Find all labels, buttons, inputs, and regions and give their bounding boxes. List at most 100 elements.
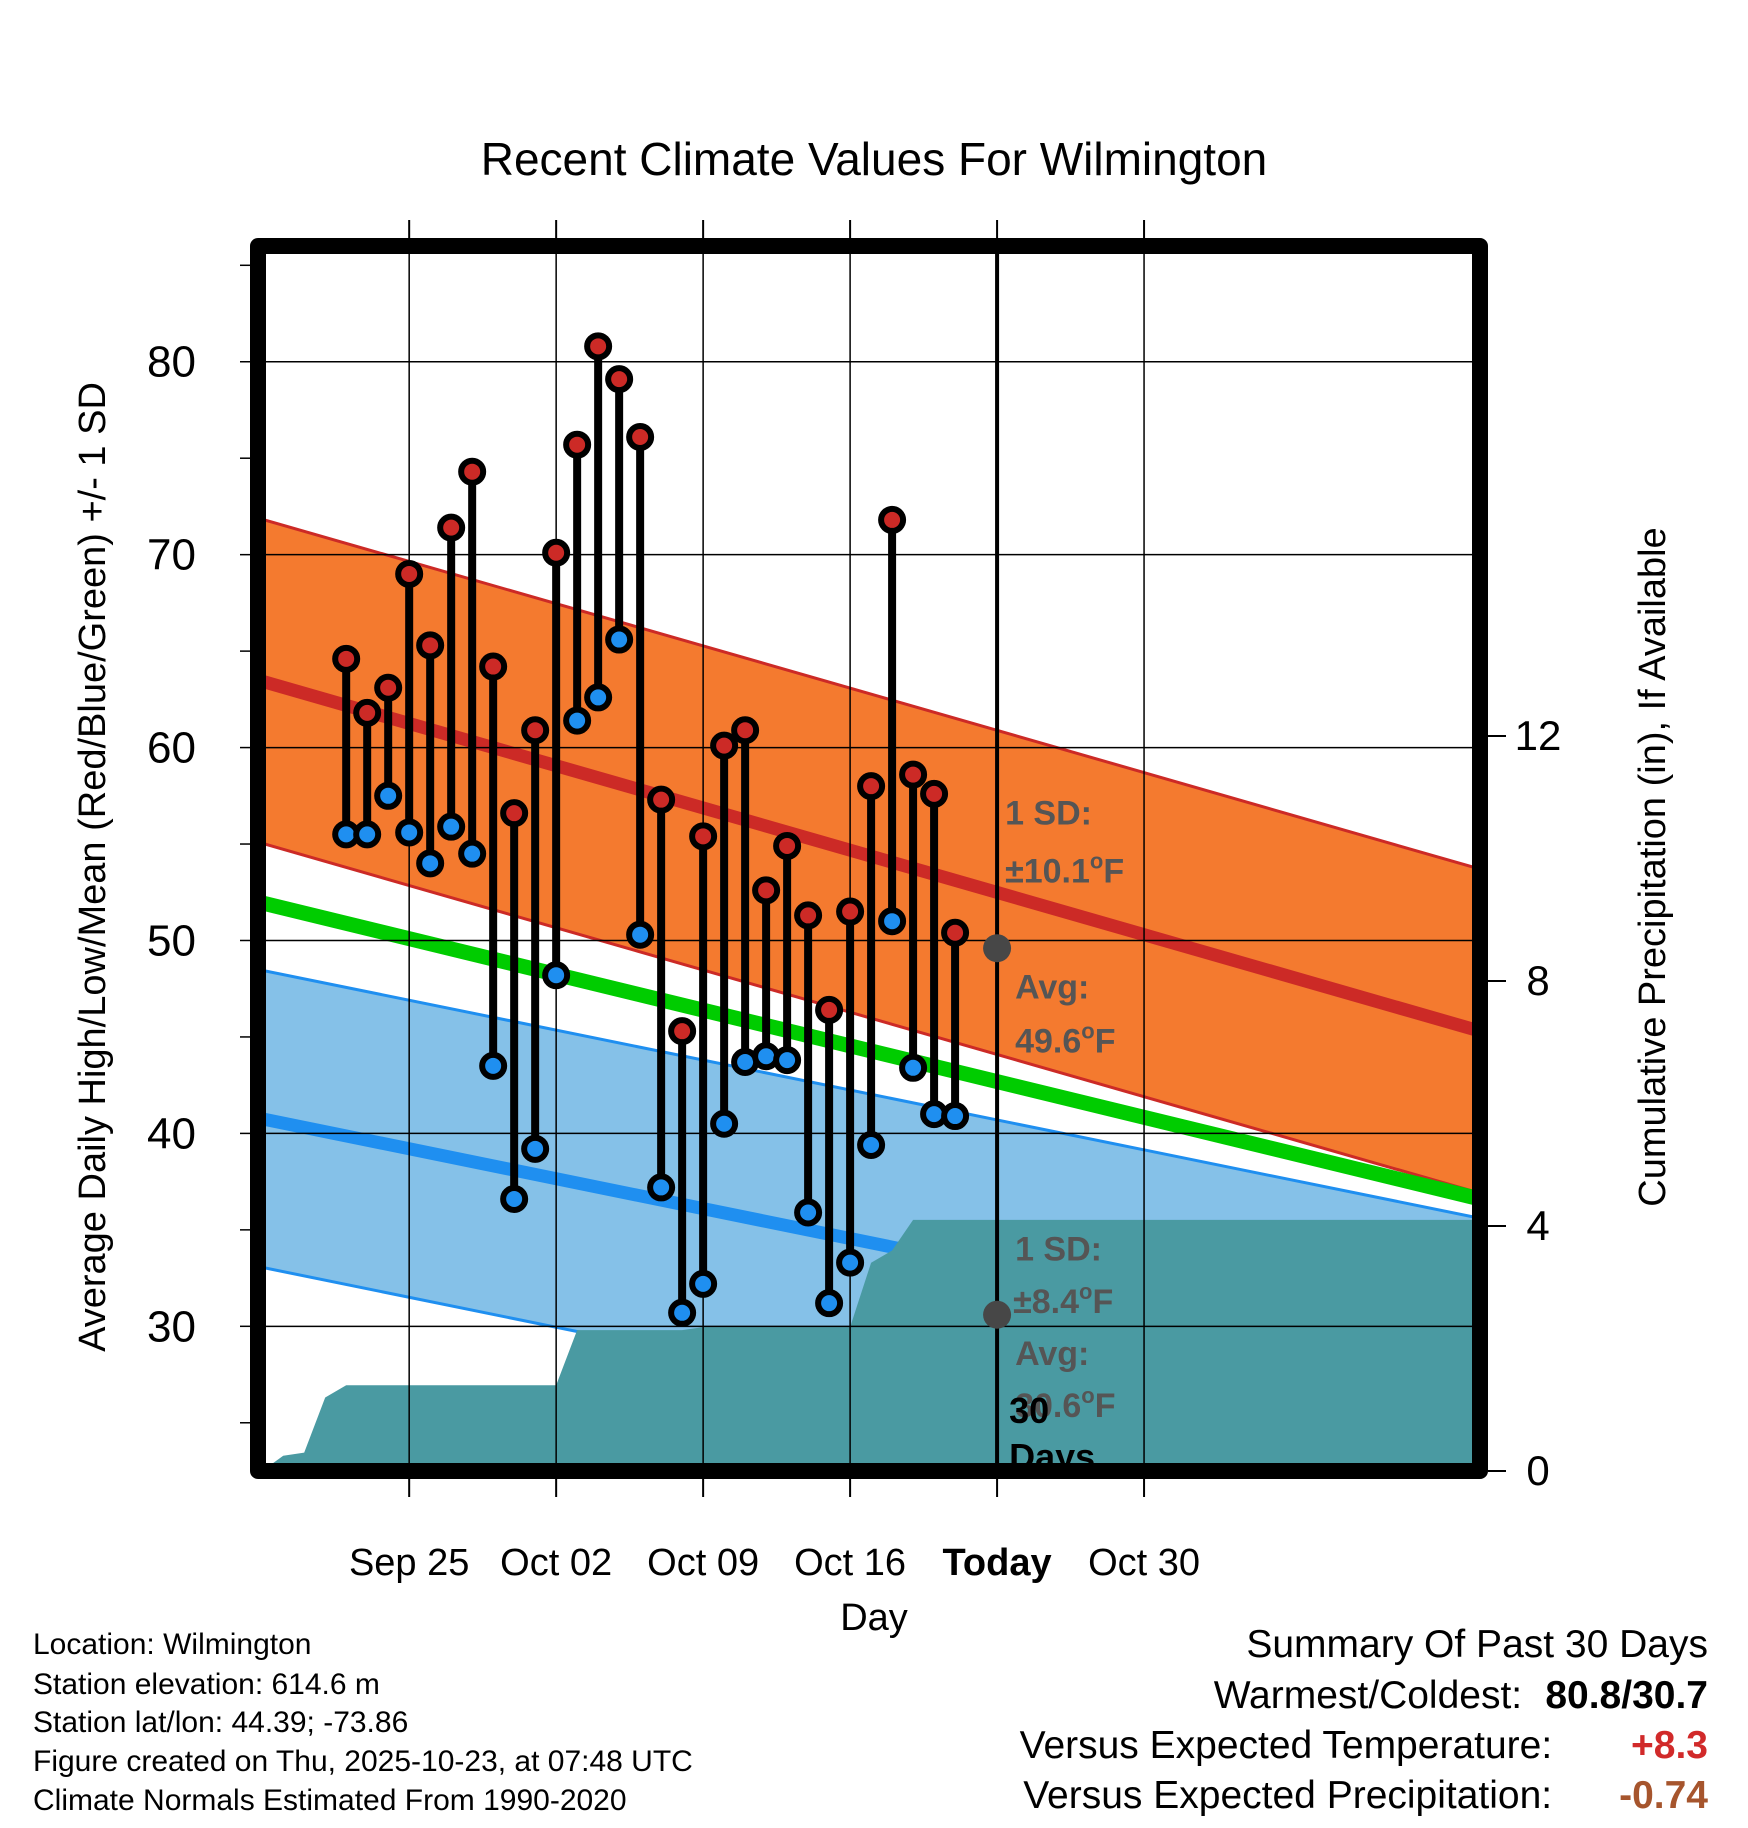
precip-value: -0.74 [1619,1774,1708,1817]
plot-area [258,246,1480,1471]
daily-high-point [941,918,970,947]
daily-high-point [752,876,781,905]
daily-high-point [710,731,739,760]
daily-high-point [773,831,802,860]
daily-low-point [647,1173,676,1202]
daily-low-point [458,839,487,868]
y2-tick-label: 4 [1526,1202,1549,1249]
daily-low-point [689,1269,718,1298]
daily-high-point [521,716,550,745]
high-avg-value: 49.6oF [1015,1018,1115,1060]
daily-high-point [500,799,529,828]
y2-tick-label: 0 [1526,1447,1549,1494]
daily-high-point [794,901,823,930]
x-tick-label: Oct 09 [647,1542,759,1584]
daily-high-point [731,716,760,745]
daily-low-point [836,1248,865,1277]
summary-title: Summary Of Past 30 Days [1246,1623,1708,1666]
daily-low-point [878,907,907,936]
low-sd-title: 1 SD: [1015,1231,1102,1269]
daily-high-point [857,772,886,801]
normals-text: Climate Normals Estimated From 1990-2020 [33,1784,627,1817]
daily-low-point [479,1051,508,1080]
daily-high-point [815,995,844,1024]
temp-value: +8.3 [1631,1724,1708,1767]
daily-low-point [605,625,634,654]
daily-low-point [563,706,592,735]
daily-low-point [941,1102,970,1131]
daily-high-point [626,422,655,451]
daily-low-point [542,961,571,990]
daily-high-point [542,538,571,567]
summary-warm-cold: Warmest/Coldest: 80.8/30.7 [1214,1674,1708,1718]
low-avg-title: Avg: [1015,1335,1089,1373]
x-tick-label: Oct 30 [1088,1542,1200,1584]
daily-low-point [815,1289,844,1318]
daily-low-point [668,1298,697,1327]
high-sd-band-upper-edge [258,516,1480,871]
daily-high-point [437,513,466,542]
y-tick-label: 70 [147,531,196,580]
daily-high-point [353,698,382,727]
daily-high-point [479,652,508,681]
daily-high-point [374,673,403,702]
daily-high-point [563,430,592,459]
y-axis-label: Average Daily High/Low/Mean (Red/Blue/Gr… [72,382,114,1352]
high-sd-title: 1 SD: [1005,795,1092,833]
daily-low-point [416,849,445,878]
summary-precip: Versus Expected Precipitation: -0.74 [1023,1774,1708,1818]
summary-temp: Versus Expected Temperature: +8.3 [1020,1724,1708,1768]
y-tick-label: 30 [147,1302,196,1351]
daily-high-point [836,897,865,926]
y2-axis-label: Cumulative Precipitation (in), If Availa… [1632,527,1674,1206]
daily-low-point [374,781,403,810]
daily-low-point [584,683,613,712]
daily-low-point [899,1053,928,1082]
location-text: Location: Wilmington [33,1628,312,1661]
daily-high-point [899,760,928,789]
daily-low-point [395,818,424,847]
daily-high-point [584,332,613,361]
daily-low-point [500,1184,529,1213]
precip-area [262,1219,1476,1471]
latlon-text: Station lat/lon: 44.39; -73.86 [33,1706,409,1739]
low-avg-value: 30.6oF [1015,1383,1115,1425]
daily-high-point [416,631,445,660]
daily-high-point [920,779,949,808]
low-sd-value: ±8.4oF [1013,1279,1113,1321]
daily-low-point [626,920,655,949]
plot-frame [250,238,1488,1479]
y2-tick-label: 12 [1515,712,1562,759]
chart-title: Recent Climate Values For Wilmington [481,133,1268,185]
y-tick-label: 50 [147,916,196,965]
window-label-number: 30 [1009,1390,1049,1431]
daily-low-point [353,820,382,849]
x-tick-label: Oct 16 [794,1542,906,1584]
daily-high-point [395,559,424,588]
x-axis-label: Day [840,1597,908,1639]
precip-label: Versus Expected Precipitation: [1023,1774,1553,1817]
daily-high-point [332,644,361,673]
daily-low-point [773,1046,802,1075]
high-sd-value: ±10.1oF [1005,849,1124,891]
y2-tick-label: 8 [1526,957,1549,1004]
daily-high-point [647,785,676,814]
daily-low-point [710,1109,739,1138]
daily-high-point [458,457,487,486]
y-tick-label: 40 [147,1109,196,1158]
x-tick-label: Sep 25 [349,1542,469,1584]
warm-cold-value: 80.8/30.7 [1545,1674,1708,1717]
y-tick-label: 80 [147,338,196,387]
daily-high-point [878,505,907,534]
temp-label: Versus Expected Temperature: [1019,1724,1553,1767]
warm-cold-label: Warmest/Coldest: [1213,1674,1523,1717]
elevation-text: Station elevation: 614.6 m [33,1668,380,1701]
daily-high-point [668,1017,697,1046]
x-tick-label: Oct 02 [500,1542,612,1584]
daily-low-point [857,1130,886,1159]
created-text: Figure created on Thu, 2025-10-23, at 07… [33,1745,693,1778]
daily-low-point [437,812,466,841]
today-low-normal-marker [983,1300,1012,1329]
today-high-normal-marker [983,934,1012,963]
